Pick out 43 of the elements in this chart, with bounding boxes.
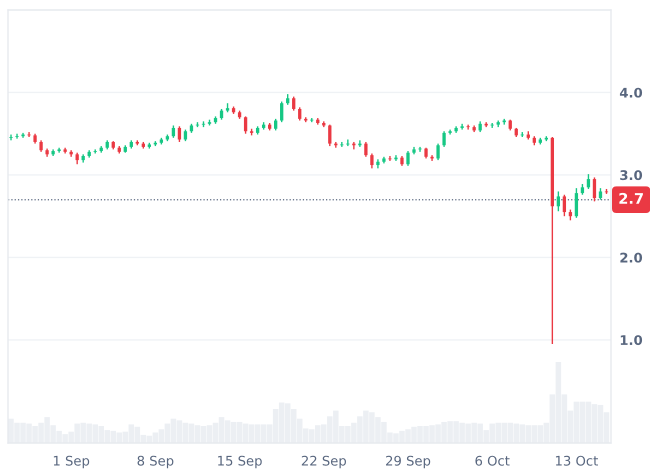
candlestick: [106, 140, 109, 150]
x-tick-label: 15 Sep: [218, 456, 262, 468]
x-tick-label: 13 Oct: [556, 456, 598, 466]
candlestick: [532, 135, 536, 146]
x-tick-label: 8 Sep: [138, 456, 174, 468]
candlestick: [598, 187, 602, 200]
candlestick: [406, 150, 410, 167]
x-tick-label: 29 Sep: [386, 456, 430, 468]
candlestick: [556, 190, 560, 212]
candlestick: [478, 120, 482, 133]
candlestick: [592, 176, 596, 202]
y-tick-label: 1.0: [620, 335, 642, 346]
candlestick: [586, 173, 590, 190]
candlestick: [424, 147, 428, 160]
candlestick: [442, 130, 446, 148]
candlestick: [574, 187, 578, 219]
y-tick-label: 2.0: [620, 252, 642, 263]
candlestick: [568, 208, 572, 222]
candlestick: [286, 93, 290, 106]
ref-line-label: 2.7: [619, 192, 643, 204]
candlestick: [184, 128, 188, 142]
candlestick: [298, 106, 302, 122]
y-tick-label: 4.0: [620, 88, 642, 98]
x-tick-label: 1 Sep: [54, 456, 90, 468]
x-tick-label: 22 Sep: [302, 456, 346, 468]
candlestick: [400, 155, 404, 167]
candlestick: [280, 100, 284, 123]
candlestick: [244, 116, 248, 134]
candlestick: [33, 133, 37, 144]
candlestick: [508, 119, 512, 132]
candlestick: [178, 126, 182, 143]
candlestick: [220, 108, 224, 120]
candlestick: [76, 152, 79, 165]
candlestick: [562, 194, 566, 217]
candlestick: [226, 102, 230, 113]
x-tick-label: 6 Oct: [475, 456, 510, 466]
candlestick: [328, 124, 332, 147]
candlestick: [364, 141, 368, 158]
candlestick: [292, 96, 296, 112]
candlestick: [274, 118, 278, 132]
candlestick: [514, 127, 518, 138]
y-tick-label: 3.0: [620, 170, 642, 180]
candlestick: [370, 152, 374, 170]
